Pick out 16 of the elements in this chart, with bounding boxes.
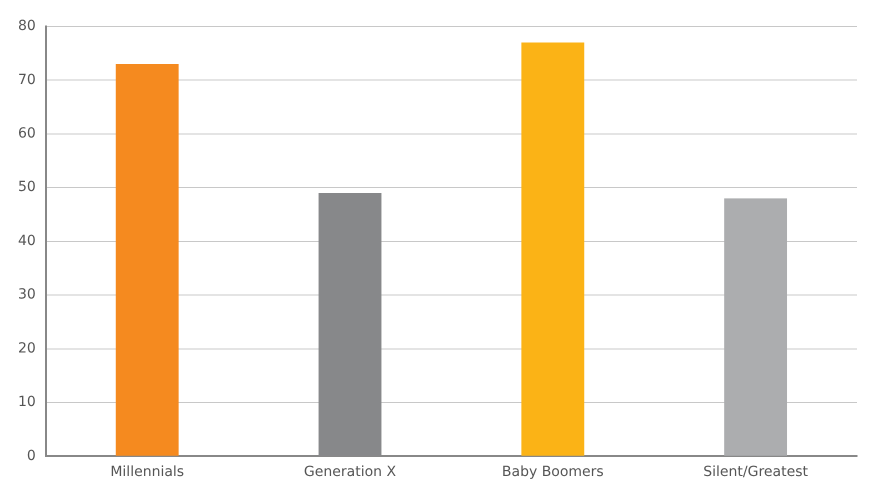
y-tick-label: 40: [18, 232, 36, 249]
y-tick-label: 80: [18, 18, 36, 34]
y-tick-label: 10: [18, 394, 36, 410]
bar: [521, 42, 584, 456]
bar: [724, 198, 788, 456]
y-tick-label: 20: [18, 340, 36, 356]
x-tick-label: Millennials: [110, 464, 184, 480]
x-tick-label: Generation X: [304, 464, 396, 480]
y-tick-label: 0: [26, 448, 36, 464]
y-tick-label: 60: [18, 125, 36, 142]
y-tick-label: 30: [18, 286, 36, 303]
y-tick-label: 70: [18, 72, 36, 88]
y-tick-label: 50: [18, 179, 36, 196]
x-tick-label: Baby Boomers: [502, 464, 604, 480]
x-tick-label: Silent/Greatest: [703, 464, 808, 480]
bar: [116, 64, 179, 456]
